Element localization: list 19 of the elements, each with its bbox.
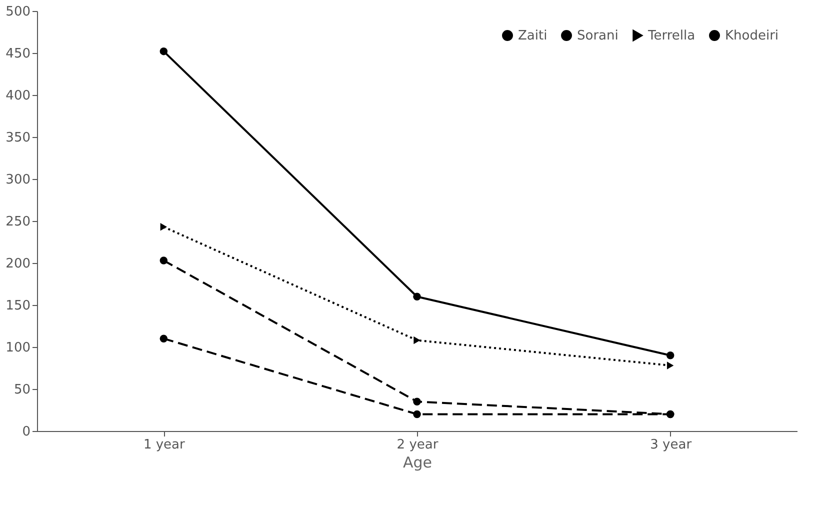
x-axis-title: Age [402,454,432,472]
legend-label: Sorani [577,28,618,44]
y-tick-label: 0 [22,424,30,440]
x-tick-label: 2 year [396,438,439,452]
legend-label: Zaiti [518,28,548,44]
y-tick-label: 150 [6,298,30,314]
y-tick-label: 100 [6,340,30,356]
legend-label: Terrella [647,28,696,44]
x-tick-label: 3 year [650,438,692,452]
y-tick-label: 250 [6,214,30,230]
x-tick-label: 1 year [143,438,186,452]
y-tick-label: 350 [6,130,30,146]
y-tick-label: 500 [6,4,30,20]
y-tick-label: 200 [6,256,30,272]
legend-label: Khodeiri [725,28,779,44]
y-tick-label: 400 [6,88,30,104]
y-tick-label: 300 [6,172,30,188]
y-tick-label: 450 [6,46,30,62]
y-tick-label: 50 [14,382,30,398]
